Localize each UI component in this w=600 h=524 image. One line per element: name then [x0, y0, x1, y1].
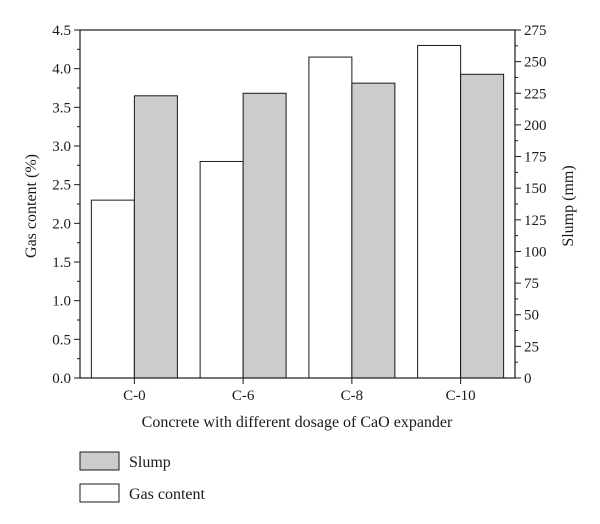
y2-tick-label: 150: [524, 181, 547, 197]
x-tick-label-c-6: C-6: [232, 388, 255, 404]
bar-gas-content-c-6: [199, 160, 244, 379]
legend-label-slump: Slump: [129, 454, 171, 471]
y-tick-label: 3.5: [52, 100, 71, 116]
bar-slump-c-8: [351, 82, 396, 379]
y-tick-label: 0.0: [52, 371, 71, 387]
y-tick-label: 1.0: [52, 294, 71, 310]
x-tick-label-c-0: C-0: [123, 388, 146, 404]
bar-slump-c-0: [133, 95, 178, 379]
bar-slump-c-10: [460, 73, 505, 379]
y-tick-label: 1.5: [52, 255, 71, 271]
y-tick-label: 4.0: [52, 62, 71, 78]
y2-tick-label: 125: [524, 213, 547, 229]
bar-gas-content-c-0: [90, 199, 135, 379]
y2-tick-label: 25: [524, 339, 539, 355]
y2-tick-label: 0: [524, 371, 532, 387]
y2-tick-label: 225: [524, 86, 547, 102]
x-tick-label-c-8: C-8: [341, 388, 364, 404]
y-tick-label: 2.5: [52, 178, 71, 194]
y2-tick-label: 275: [524, 23, 547, 39]
bar-gas-content-c-10: [417, 44, 462, 379]
y-tick-label: 0.5: [52, 332, 71, 348]
y2-tick-label: 250: [524, 55, 547, 71]
y-axis-title: Gas content (%): [23, 154, 40, 258]
y-tick-label: 2.0: [52, 216, 71, 232]
x-axis-title: Concrete with different dosage of CaO ex…: [142, 414, 453, 431]
y-tick-label: 4.5: [52, 23, 71, 39]
y2-tick-label: 50: [524, 308, 539, 324]
legend-swatch-slump: [79, 451, 120, 471]
y2-tick-label: 75: [524, 276, 539, 292]
y2-tick-label: 175: [524, 150, 547, 166]
bar-gas-content-c-8: [308, 56, 353, 379]
legend-label-gas-content: Gas content: [129, 486, 206, 503]
y2-axis-title: Slump (mm): [560, 165, 577, 246]
y-tick-label: 3.0: [52, 139, 71, 155]
bar-slump-c-6: [242, 92, 287, 379]
legend: Slump Gas content: [79, 451, 206, 503]
y2-tick-label: 200: [524, 118, 547, 134]
plot-area: C-0 C-6 C-8 C-10 0.0 0.5 1.0 1.5 2.0 2.5 3.0 3.5 4.0…: [52, 23, 546, 404]
y2-tick-label: 100: [524, 244, 547, 260]
x-tick-label-c-10: C-10: [446, 388, 476, 404]
legend-swatch-gas-content: [79, 483, 120, 503]
